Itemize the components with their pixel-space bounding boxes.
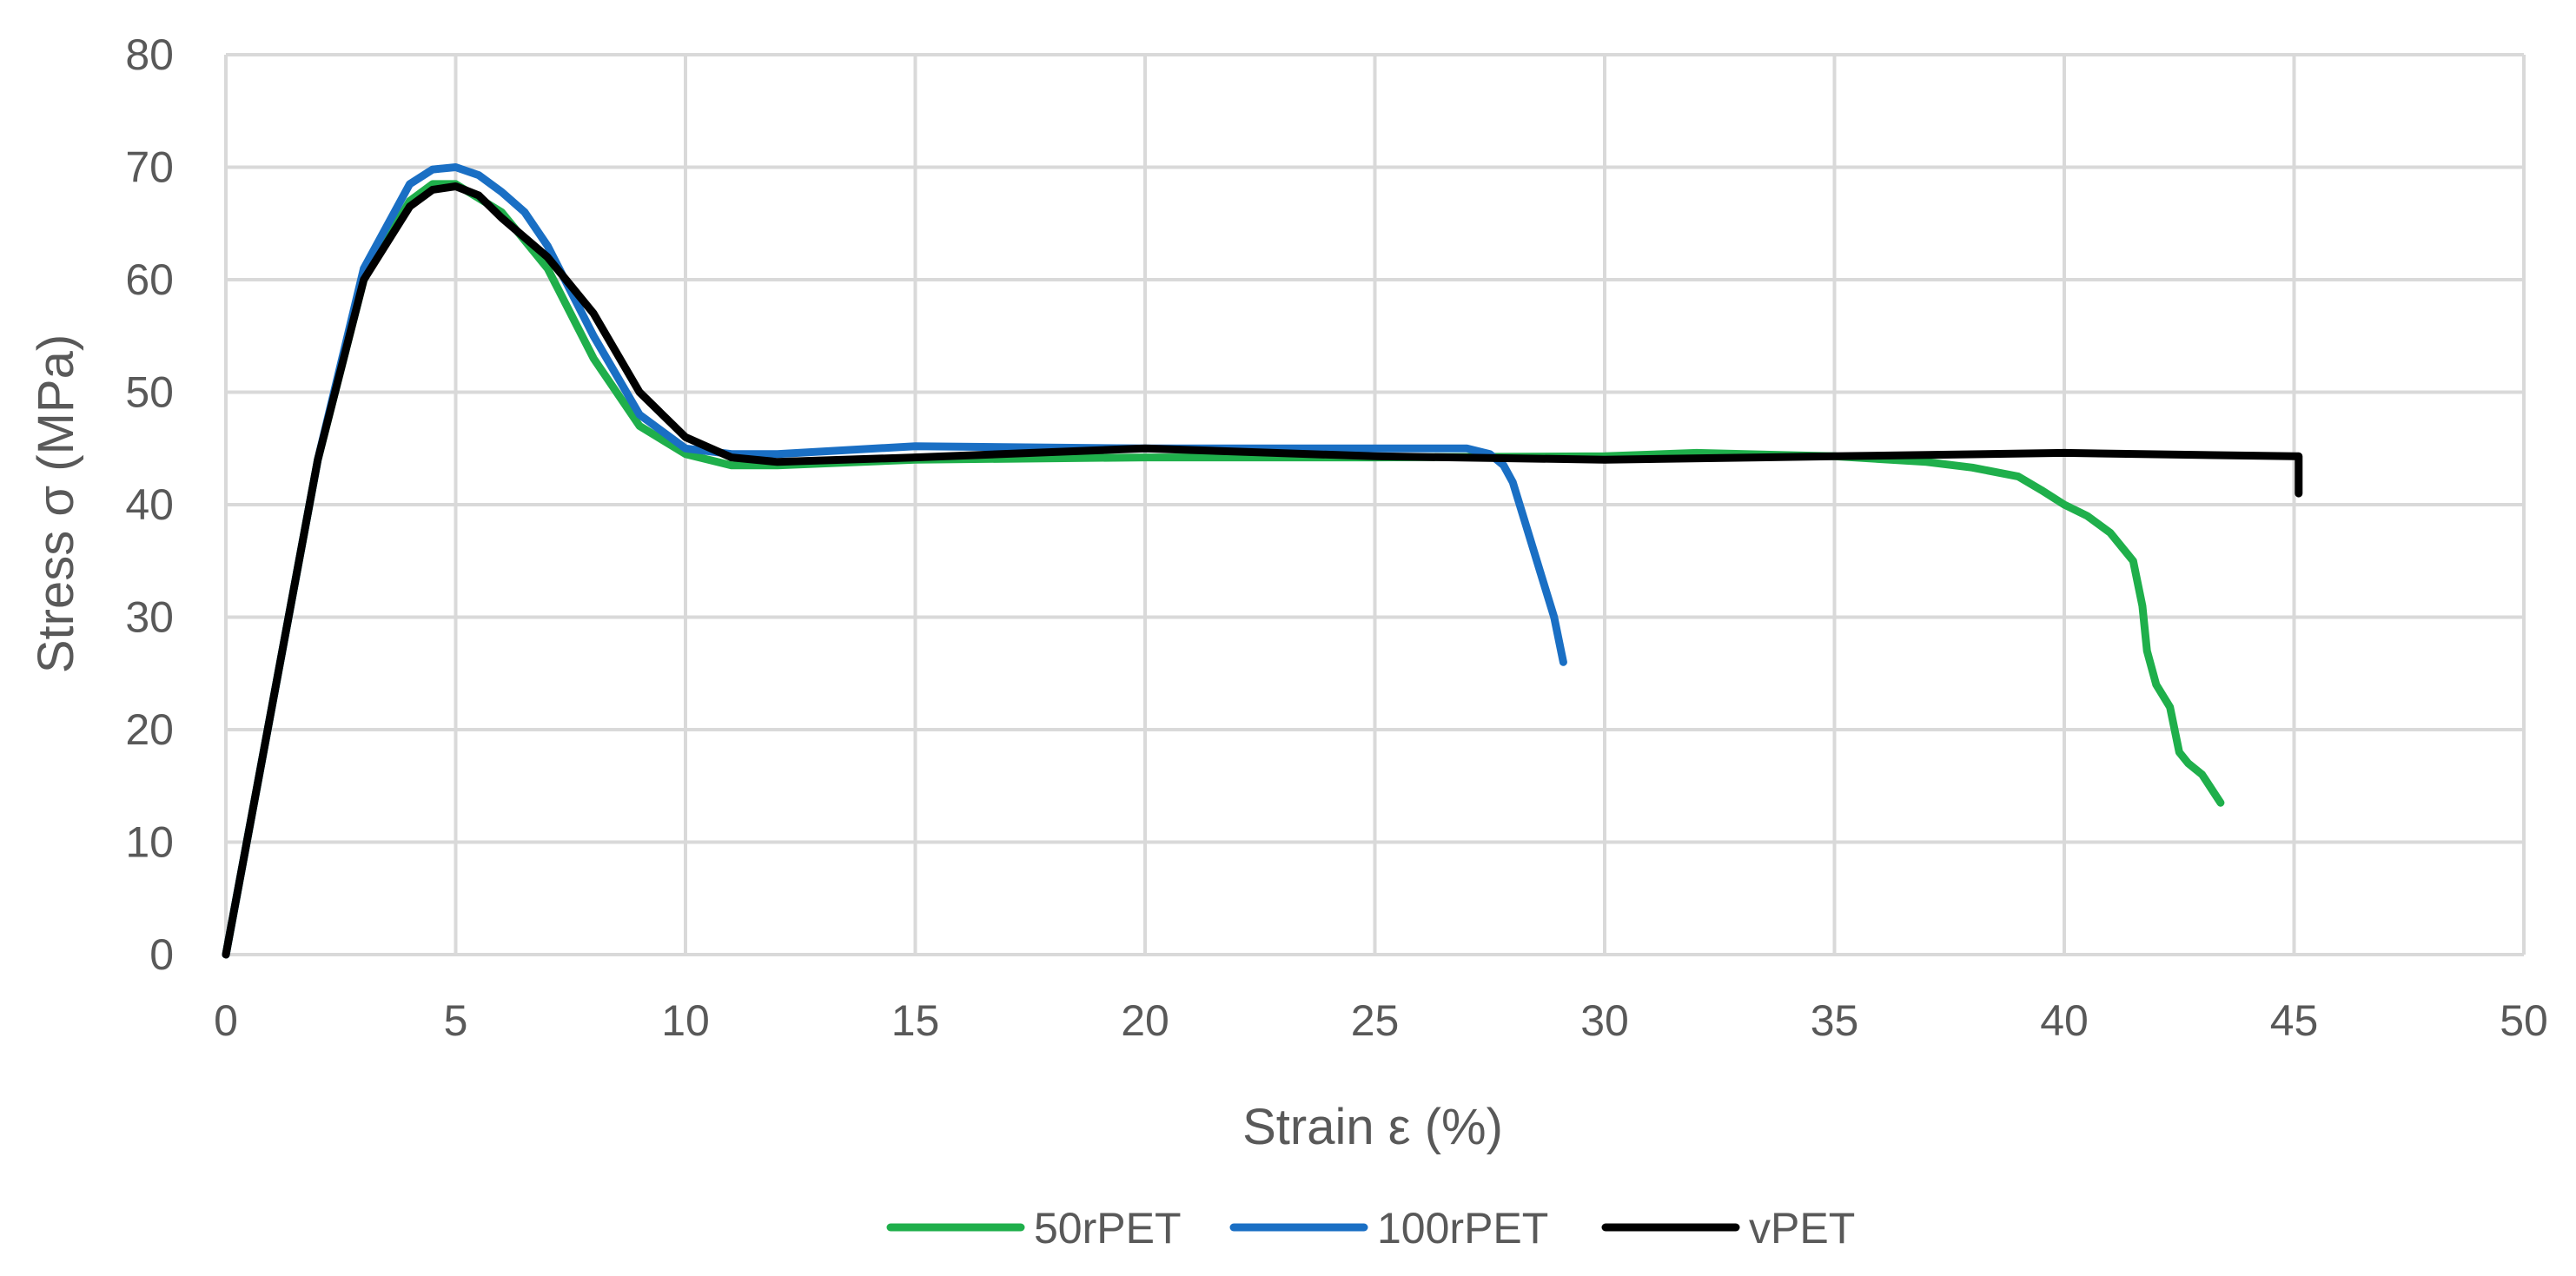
x-tick-label: 30 xyxy=(1580,996,1629,1045)
x-tick-label: 15 xyxy=(891,996,940,1045)
y-axis-title: Stress σ (MPa) xyxy=(28,334,84,673)
x-tick-label: 10 xyxy=(661,996,710,1045)
x-tick-label: 35 xyxy=(1811,996,1859,1045)
x-tick-label: 50 xyxy=(2500,996,2548,1045)
x-tick-label: 25 xyxy=(1351,996,1400,1045)
y-tick-labels: 0 10 20 30 40 50 60 70 80 xyxy=(125,30,174,979)
y-tick-label: 20 xyxy=(125,705,174,754)
x-tick-labels: 0 5 10 15 20 25 30 35 40 45 50 xyxy=(214,996,2548,1045)
gridlines xyxy=(224,53,2526,956)
y-tick-label: 0 xyxy=(149,930,174,979)
y-tick-label: 50 xyxy=(125,368,174,417)
y-tick-label: 30 xyxy=(125,593,174,642)
legend-label-50rPET: 50rPET xyxy=(1034,1204,1182,1253)
legend-label-100rPET: 100rPET xyxy=(1377,1204,1548,1253)
y-tick-label: 70 xyxy=(125,143,174,192)
series-line-vPET xyxy=(222,182,2303,959)
y-tick-label: 40 xyxy=(125,480,174,529)
x-tick-label: 45 xyxy=(2270,996,2319,1045)
y-tick-label: 80 xyxy=(125,30,174,79)
x-tick-label: 0 xyxy=(214,996,238,1045)
x-tick-label: 5 xyxy=(444,996,468,1045)
x-axis-title: Strain ε (%) xyxy=(1242,1099,1503,1155)
x-tick-label: 20 xyxy=(1121,996,1169,1045)
legend-label-vPET: vPET xyxy=(1749,1204,1855,1253)
x-tick-label: 40 xyxy=(2040,996,2089,1045)
y-tick-label: 10 xyxy=(125,818,174,867)
legend: 50rPET 100rPET vPET xyxy=(886,1204,1855,1253)
series-line-100rPET xyxy=(222,163,1567,959)
y-tick-label: 60 xyxy=(125,255,174,304)
series-line-50rPET xyxy=(222,180,2225,959)
series-lines xyxy=(222,163,2303,959)
